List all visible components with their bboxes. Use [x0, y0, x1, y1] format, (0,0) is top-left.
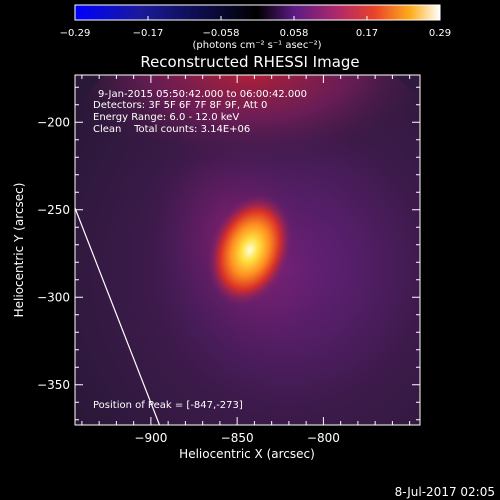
x-tick-label: −850 [221, 431, 254, 445]
colorbar-gradient [74, 4, 441, 21]
y-axis-label: Heliocentric Y (arcsec) [12, 183, 26, 318]
annotation-total-counts: Clean Total counts: 3.14E+06 [93, 124, 250, 135]
x-axis-ticks: −900 −850 −800 [81, 75, 411, 445]
colorbar-tick-label: −0.058 [202, 28, 239, 39]
annotation-energy-range: Energy Range: 6.0 - 12.0 keV [93, 112, 239, 123]
peak-position-label: Position of Peak = [-847,-273] [93, 400, 243, 411]
footer-date: 8-Jul-2017 02:05 [395, 485, 495, 499]
colorbar-tick-label: −0.17 [133, 28, 164, 39]
chart-title: Reconstructed RHESSI Image [140, 53, 359, 71]
solar-limb-line [75, 207, 161, 425]
x-tick-label: −900 [134, 431, 167, 445]
y-tick-label: −250 [37, 203, 70, 217]
colorbar-tick-label: 0.29 [429, 28, 451, 39]
y-tick-label: −350 [37, 378, 70, 392]
colorbar-tick-label: 0.17 [356, 28, 378, 39]
colorbar: −0.29 −0.17 −0.058 0.058 0.17 0.29 (photons c… [60, 4, 451, 51]
annotation-detectors: Detectors: 3F 5F 6F 7F 8F 9F, Att 0 [93, 100, 267, 111]
colorbar-tick-label: −0.29 [60, 28, 91, 39]
x-tick-label: −800 [307, 431, 340, 445]
y-axis-ticks: −350 −300 −250 −200 [37, 86, 420, 421]
annotation-block: 9-Jan-2015 05:50:42.000 to 06:00:42.000 … [93, 89, 307, 135]
colorbar-unit-label: (photons cm⁻² s⁻¹ asec⁻²) [192, 40, 321, 51]
heatmap-image [75, 75, 420, 425]
plot-frame [74, 74, 421, 426]
x-axis-label: Heliocentric X (arcsec) [179, 447, 315, 461]
annotation-time-range: 9-Jan-2015 05:50:42.000 to 06:00:42.000 [98, 89, 307, 100]
y-tick-label: −300 [37, 290, 70, 304]
colorbar-tick-label: 0.058 [280, 28, 309, 39]
colorbar-ticks: −0.29 −0.17 −0.058 0.058 0.17 0.29 [60, 16, 451, 39]
y-tick-label: −200 [37, 115, 70, 129]
